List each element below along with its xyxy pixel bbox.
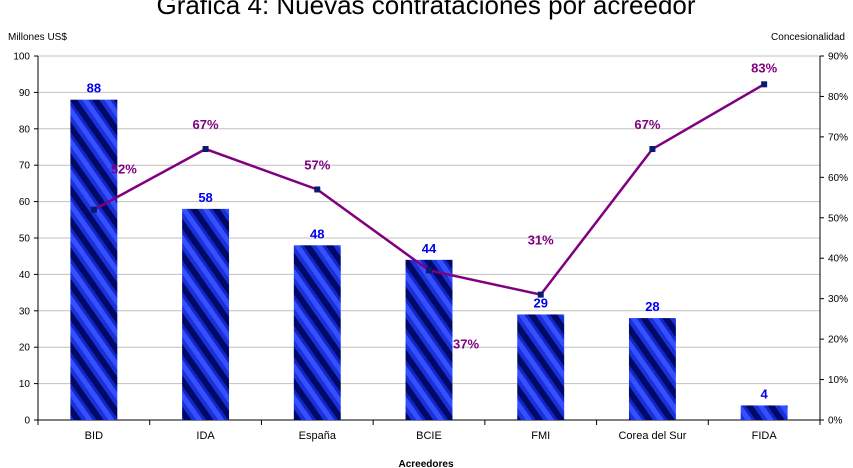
y-right-tick-label: 90% [828, 52, 848, 63]
bar [628, 318, 676, 420]
bar [405, 259, 453, 420]
x-tick-label: BID [85, 430, 103, 442]
y-left-tick-label: 10 [19, 379, 31, 390]
concessionality-line-series [90, 81, 768, 298]
line-value-label: 67% [634, 117, 660, 132]
y-left-tick-label: 80 [19, 124, 31, 135]
x-tick-label: IDA [196, 430, 215, 442]
y-left-tick-label: 70 [19, 161, 31, 172]
y-right-tick-label: 70% [828, 132, 848, 143]
bar-series [70, 99, 788, 421]
line-value-label: 57% [304, 157, 330, 172]
y-left-tick-label: 100 [13, 52, 30, 63]
bar-value-label: 58 [198, 190, 212, 205]
y-right-axis-title: Concesionalidad [771, 32, 845, 43]
bar-value-label: 88 [87, 81, 101, 96]
line-marker [90, 206, 97, 213]
line-marker [649, 146, 656, 153]
y-left-tick-label: 90 [19, 88, 31, 99]
bar-value-label: 29 [533, 295, 547, 310]
y-right-tick-label: 10% [828, 375, 848, 386]
line-value-label: 67% [193, 117, 219, 132]
y-right-tick-label: 40% [828, 254, 848, 265]
bar-value-label: 44 [422, 241, 437, 256]
line-value-label: 52% [111, 162, 137, 177]
y-left-tick-label: 50 [19, 234, 31, 245]
line-marker [761, 81, 768, 88]
y-left-tick-label: 60 [19, 197, 31, 208]
bar-value-label: 48 [310, 226, 324, 241]
line-marker [202, 146, 209, 153]
x-tick-label: BCIE [416, 430, 442, 442]
chart-title: Gráfica 4: Nuevas contrataciones por acr… [156, 0, 695, 20]
bar [70, 99, 118, 421]
y-left-tick-label: 20 [19, 343, 31, 354]
bar-value-label: 28 [645, 299, 659, 314]
x-tick-label: España [299, 430, 337, 442]
y-left-axis-title: Millones US$ [8, 32, 67, 43]
x-axis: BID IDA España BCIE FMI Corea del Sur FIDA [37, 419, 821, 442]
bar [517, 314, 565, 420]
y-right-tick-label: 60% [828, 173, 848, 184]
x-tick-label: Corea del Sur [618, 430, 686, 442]
y-left-tick-label: 0 [24, 416, 30, 427]
y-left-tick-label: 40 [19, 270, 31, 281]
line-value-label: 37% [453, 336, 479, 351]
y-right-tick-label: 20% [828, 335, 848, 346]
line-marker [314, 186, 321, 193]
x-tick-label: FIDA [752, 430, 778, 442]
y-right-axis: 0% 10% 20% 30% 40% 50% 60% 70% 80% 90% [819, 52, 848, 427]
y-left-tick-label: 30 [19, 306, 31, 317]
y-right-tick-label: 0% [828, 416, 843, 427]
y-left-axis: 0 10 20 30 40 50 60 70 80 90 100 [13, 52, 39, 427]
bar [182, 208, 230, 420]
bar [293, 245, 341, 420]
line-marker [426, 267, 432, 274]
bar [740, 405, 788, 420]
bar-value-label: 4 [761, 386, 769, 401]
x-tick-label: FMI [531, 430, 550, 442]
y-right-tick-label: 50% [828, 213, 848, 224]
line-value-label: 31% [528, 233, 554, 248]
y-right-tick-label: 30% [828, 294, 848, 305]
data-labels: 88 58 48 44 29 28 4 52% 67% 57% 37% 31% 67% 83% [87, 60, 778, 401]
gridlines [38, 55, 820, 385]
line-marker [537, 291, 544, 298]
y-right-tick-label: 80% [828, 92, 848, 103]
x-axis-title: Acreedores [398, 459, 453, 468]
line-value-label: 83% [751, 60, 777, 75]
